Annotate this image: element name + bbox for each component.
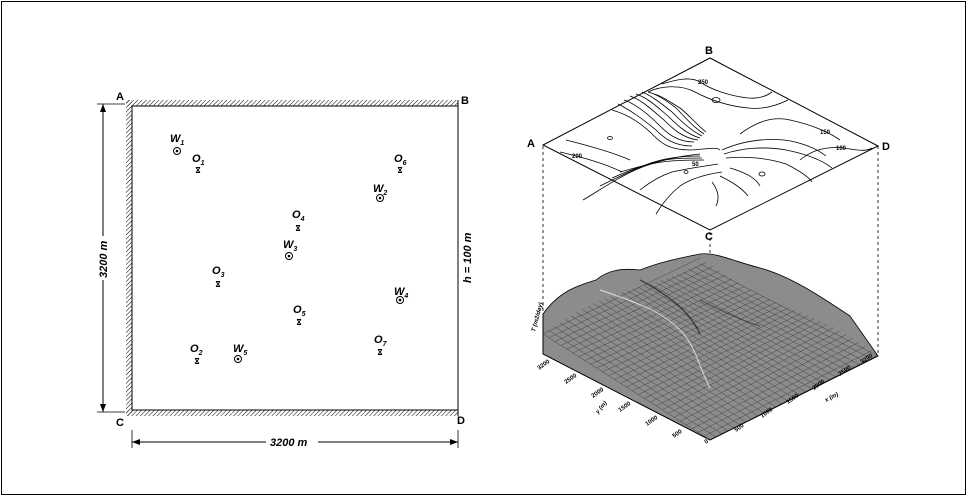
x-tick-label: 0 — [704, 438, 711, 445]
observation-well-o4: O4 — [292, 209, 305, 231]
observation-marker-icon — [215, 281, 221, 287]
y-tick-label: 1000 — [645, 415, 660, 428]
pumping-well-w5: W5 — [233, 343, 247, 363]
svg-text:O1: O1 — [192, 153, 205, 167]
svg-text:O2: O2 — [190, 343, 203, 357]
observation-marker-icon — [295, 225, 301, 231]
contour-label-150: 150 — [820, 130, 831, 136]
observation-marker-icon — [195, 167, 201, 173]
x-tick-label: 500 — [734, 423, 746, 434]
svg-text:W5: W5 — [233, 343, 247, 357]
svg-text:O3: O3 — [212, 265, 225, 279]
pumping-well-w4: W4 — [394, 286, 408, 304]
corner-a-label: A — [116, 91, 124, 103]
aquifer-domain: A B C D 3200 m 3200 m h = 100 m W — [96, 91, 474, 449]
left-boundary-hatch — [126, 100, 132, 416]
svg-text:O5: O5 — [293, 304, 306, 318]
plot-corner-a-label: A — [527, 138, 535, 150]
svg-text:W1: W1 — [170, 133, 184, 147]
plot-corner-c-label: C — [705, 231, 713, 243]
svg-text:W4: W4 — [394, 286, 408, 300]
y-tick-label: 1500 — [618, 401, 633, 414]
svg-text:O6: O6 — [394, 153, 407, 167]
contour-map: 250 200 150 100 50 B A D C — [527, 45, 890, 243]
contour-label-50: 50 — [692, 162, 699, 168]
contour-label-250: 250 — [698, 80, 709, 86]
observation-well-o1: O1 — [192, 153, 205, 173]
pumping-well-w1: W1 — [170, 133, 184, 155]
plot-corner-d-label: D — [882, 141, 890, 153]
observation-marker-icon — [194, 358, 200, 364]
observation-marker-icon — [397, 167, 403, 173]
width-dimension: 3200 m — [131, 430, 459, 449]
plot-corner-b-label: B — [705, 45, 713, 57]
observation-well-o7: O7 — [374, 334, 388, 355]
height-label: 3200 m — [98, 240, 110, 278]
contour-plane-outline — [541, 57, 880, 231]
y-tick-label: 500 — [672, 429, 684, 440]
width-label: 3200 m — [270, 437, 308, 449]
contour-label-100: 100 — [836, 146, 847, 152]
y-tick-label: 3200 — [537, 359, 552, 372]
observation-marker-icon — [296, 319, 302, 325]
bottom-boundary-hatch — [126, 410, 458, 416]
corner-d-label: D — [457, 415, 465, 427]
top-boundary-hatch — [126, 100, 458, 106]
y-tick-label: 2500 — [564, 373, 579, 386]
observation-well-o6: O6 — [394, 153, 407, 173]
svg-text:W2: W2 — [373, 183, 387, 197]
observation-well-o3: O3 — [212, 265, 225, 287]
corner-b-label: B — [461, 95, 469, 107]
observation-well-o2: O2 — [190, 343, 203, 364]
contour-label-200: 200 — [572, 154, 583, 160]
observation-marker-icon — [377, 349, 383, 355]
pumping-well-w2: W2 — [373, 183, 387, 202]
corner-c-label: C — [116, 417, 124, 429]
transmissivity-plot: 250 200 150 100 50 B A D C — [527, 45, 890, 446]
y-axis-label: y (m) — [594, 400, 608, 416]
svg-text:O7: O7 — [374, 334, 388, 348]
head-label: h = 100 m — [462, 232, 474, 283]
transmissivity-surface — [542, 253, 879, 441]
x-axis-label: x (m) — [823, 392, 839, 405]
height-dimension: 3200 m — [96, 103, 125, 413]
svg-text:O4: O4 — [292, 209, 305, 223]
pumping-well-w3: W3 — [283, 239, 297, 260]
observation-well-o5: O5 — [293, 304, 306, 325]
svg-text:W3: W3 — [283, 239, 297, 253]
y-tick-label: 2000 — [591, 387, 606, 400]
